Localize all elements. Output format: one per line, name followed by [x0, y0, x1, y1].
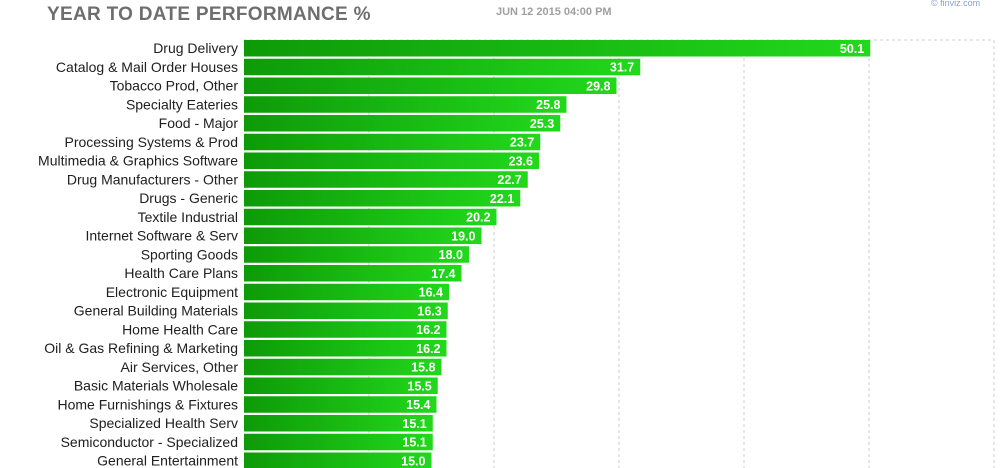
- bar[interactable]: [244, 171, 528, 188]
- bar[interactable]: [244, 302, 448, 320]
- bar-value-label: 15.1: [402, 417, 426, 431]
- bar[interactable]: [244, 396, 437, 413]
- category-label: Specialized Health Serv: [89, 415, 238, 431]
- bar-value-label: 29.8: [586, 79, 610, 93]
- bar-value-label: 16.4: [419, 286, 443, 300]
- category-label: General Building Materials: [74, 303, 238, 319]
- bar-value-label: 17.4: [431, 267, 455, 281]
- bar-value-label: 15.5: [407, 379, 431, 393]
- category-label: Basic Materials Wholesale: [74, 378, 238, 394]
- category-label: Drugs - Generic: [139, 190, 238, 206]
- chart-title: YEAR TO DATE PERFORMANCE %: [47, 4, 371, 25]
- bar[interactable]: [244, 452, 432, 468]
- bar-value-label: 15.1: [402, 436, 426, 450]
- bar-value-label: 18.0: [439, 248, 463, 262]
- category-label: Catalog & Mail Order Houses: [56, 59, 238, 75]
- bar-value-label: 31.7: [610, 61, 634, 75]
- category-label: Electronic Equipment: [106, 284, 238, 300]
- bar-value-label: 20.2: [466, 211, 490, 225]
- category-label: Multimedia & Graphics Software: [38, 153, 238, 169]
- chart-timestamp: JUN 12 2015 04:00 PM: [496, 6, 612, 18]
- bar[interactable]: [244, 77, 617, 95]
- bar-value-label: 23.6: [509, 154, 533, 168]
- bar[interactable]: [244, 246, 469, 263]
- category-label: Textile Industrial: [138, 209, 238, 225]
- bar[interactable]: [244, 321, 447, 338]
- bar-value-label: 16.2: [416, 323, 440, 337]
- bar[interactable]: [244, 208, 497, 226]
- bar[interactable]: [244, 133, 541, 151]
- bar[interactable]: [244, 265, 462, 282]
- bar-value-label: 15.8: [411, 361, 435, 375]
- bar-value-label: 16.3: [417, 304, 441, 318]
- category-label: Semiconductor - Specialized: [61, 434, 238, 450]
- bar[interactable]: [244, 190, 521, 207]
- category-label: Health Care Plans: [124, 265, 238, 281]
- bar[interactable]: [244, 340, 447, 357]
- bar-value-label: 15.4: [406, 398, 430, 412]
- bar-value-label: 19.0: [451, 229, 475, 243]
- bar[interactable]: [244, 152, 539, 170]
- bar-value-label: 22.7: [497, 173, 521, 187]
- bar[interactable]: [244, 115, 561, 132]
- category-label: General Entertainment: [97, 453, 238, 468]
- bar-value-label: 25.8: [536, 98, 560, 112]
- bar-value-label: 25.3: [530, 117, 554, 131]
- bar[interactable]: [244, 58, 641, 76]
- category-label: Food - Major: [159, 115, 239, 131]
- bar-value-label: 15.0: [401, 454, 425, 468]
- category-label: Air Services, Other: [121, 359, 239, 375]
- bar[interactable]: [244, 96, 567, 113]
- category-label: Drug Manufacturers - Other: [67, 171, 239, 187]
- bar[interactable]: [244, 377, 438, 395]
- category-label: Oil & Gas Refining & Marketing: [44, 340, 238, 356]
- category-label: Drug Delivery: [153, 40, 238, 56]
- bar[interactable]: [244, 415, 433, 432]
- category-label: Sporting Goods: [141, 246, 238, 262]
- bar[interactable]: [244, 283, 449, 301]
- category-label: Internet Software & Serv: [85, 228, 238, 244]
- category-label: Home Health Care: [122, 321, 238, 337]
- bar-value-label: 50.1: [840, 42, 864, 56]
- source-credit[interactable]: © finviz.com: [931, 0, 981, 8]
- bar-value-label: 16.2: [416, 342, 440, 356]
- category-label: Home Furnishings & Fixtures: [57, 396, 238, 412]
- bar[interactable]: [244, 227, 482, 245]
- bars: 50.1 Drug Delivery 31.7 Catalog & Mail Orde…: [38, 40, 871, 468]
- bar-value-label: 22.1: [490, 192, 514, 206]
- bar-value-label: 23.7: [510, 136, 534, 150]
- bar[interactable]: [244, 40, 871, 57]
- category-label: Specialty Eateries: [126, 96, 238, 112]
- category-label: Processing Systems & Prod: [64, 134, 238, 150]
- category-label: Tobacco Prod, Other: [110, 78, 239, 94]
- bar[interactable]: [244, 433, 433, 451]
- bar[interactable]: [244, 358, 442, 376]
